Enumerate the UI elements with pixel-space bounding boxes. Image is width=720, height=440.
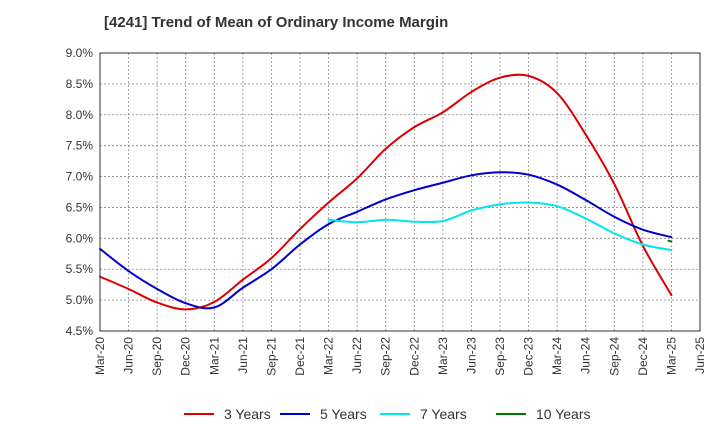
x-tick-label: Sep-23 (493, 337, 507, 376)
series-line-10-years (667, 239, 673, 243)
x-tick-label: Sep-24 (607, 337, 621, 376)
y-tick-label: 8.5% (66, 77, 94, 91)
y-tick-label: 5.0% (66, 293, 94, 307)
x-tick-label: Dec-21 (293, 337, 307, 376)
y-tick-label: 6.0% (66, 231, 94, 245)
y-axis-ticks: 9.0% 8.5% 8.0% 7.5% 7.0% 6.5% 6.0% 5.5% 5.0% 4.5% (66, 46, 94, 338)
x-tick-label: Sep-21 (264, 337, 278, 376)
x-tick-label: Mar-23 (436, 337, 450, 375)
y-tick-label: 9.0% (66, 46, 94, 60)
legend-label: 7 Years (420, 406, 467, 422)
series-lines (99, 73, 673, 311)
x-tick-label: Mar-22 (322, 337, 336, 375)
x-tick-label: Dec-24 (636, 337, 650, 376)
y-tick-label: 7.0% (66, 170, 94, 184)
x-tick-label: Jun-22 (350, 337, 364, 374)
x-tick-label: Jun-23 (464, 337, 478, 374)
plot-frame (99, 52, 701, 332)
legend-label: 10 Years (536, 406, 591, 422)
x-tick-label: Dec-20 (179, 337, 193, 376)
x-tick-label: Mar-20 (93, 337, 107, 375)
legend-label: 5 Years (320, 406, 367, 422)
x-tick-label: Jun-25 (693, 337, 707, 374)
x-tick-label: Sep-22 (379, 337, 393, 376)
legend-label: 3 Years (224, 406, 271, 422)
x-tick-label: Mar-21 (207, 337, 221, 375)
series-line-3-years (99, 73, 673, 311)
grid-lines (100, 53, 700, 331)
x-tick-label: Mar-25 (664, 337, 678, 375)
x-axis-ticks: Mar-20 Jun-20 Sep-20 Dec-20 Mar-21 Jun-21 Sep-… (93, 337, 707, 376)
x-tick-label: Dec-22 (407, 337, 421, 376)
y-tick-label: 7.5% (66, 139, 94, 153)
x-tick-label: Jun-20 (122, 337, 136, 374)
y-tick-label: 8.0% (66, 108, 94, 122)
x-tick-label: Jun-21 (236, 337, 250, 374)
x-tick-label: Mar-24 (550, 337, 564, 375)
y-tick-label: 4.5% (66, 324, 94, 338)
chart-title: [4241] Trend of Mean of Ordinary Income … (104, 14, 449, 31)
y-tick-label: 6.5% (66, 200, 94, 214)
series-line-7-years (327, 201, 673, 252)
series-line-5-years (99, 171, 673, 310)
legend: 3 Years 5 Years 7 Years 10 Years (184, 406, 591, 422)
x-tick-label: Dec-23 (522, 337, 536, 376)
y-tick-label: 5.5% (66, 262, 94, 276)
x-tick-label: Sep-20 (150, 337, 164, 376)
x-tick-label: Jun-24 (579, 337, 593, 374)
